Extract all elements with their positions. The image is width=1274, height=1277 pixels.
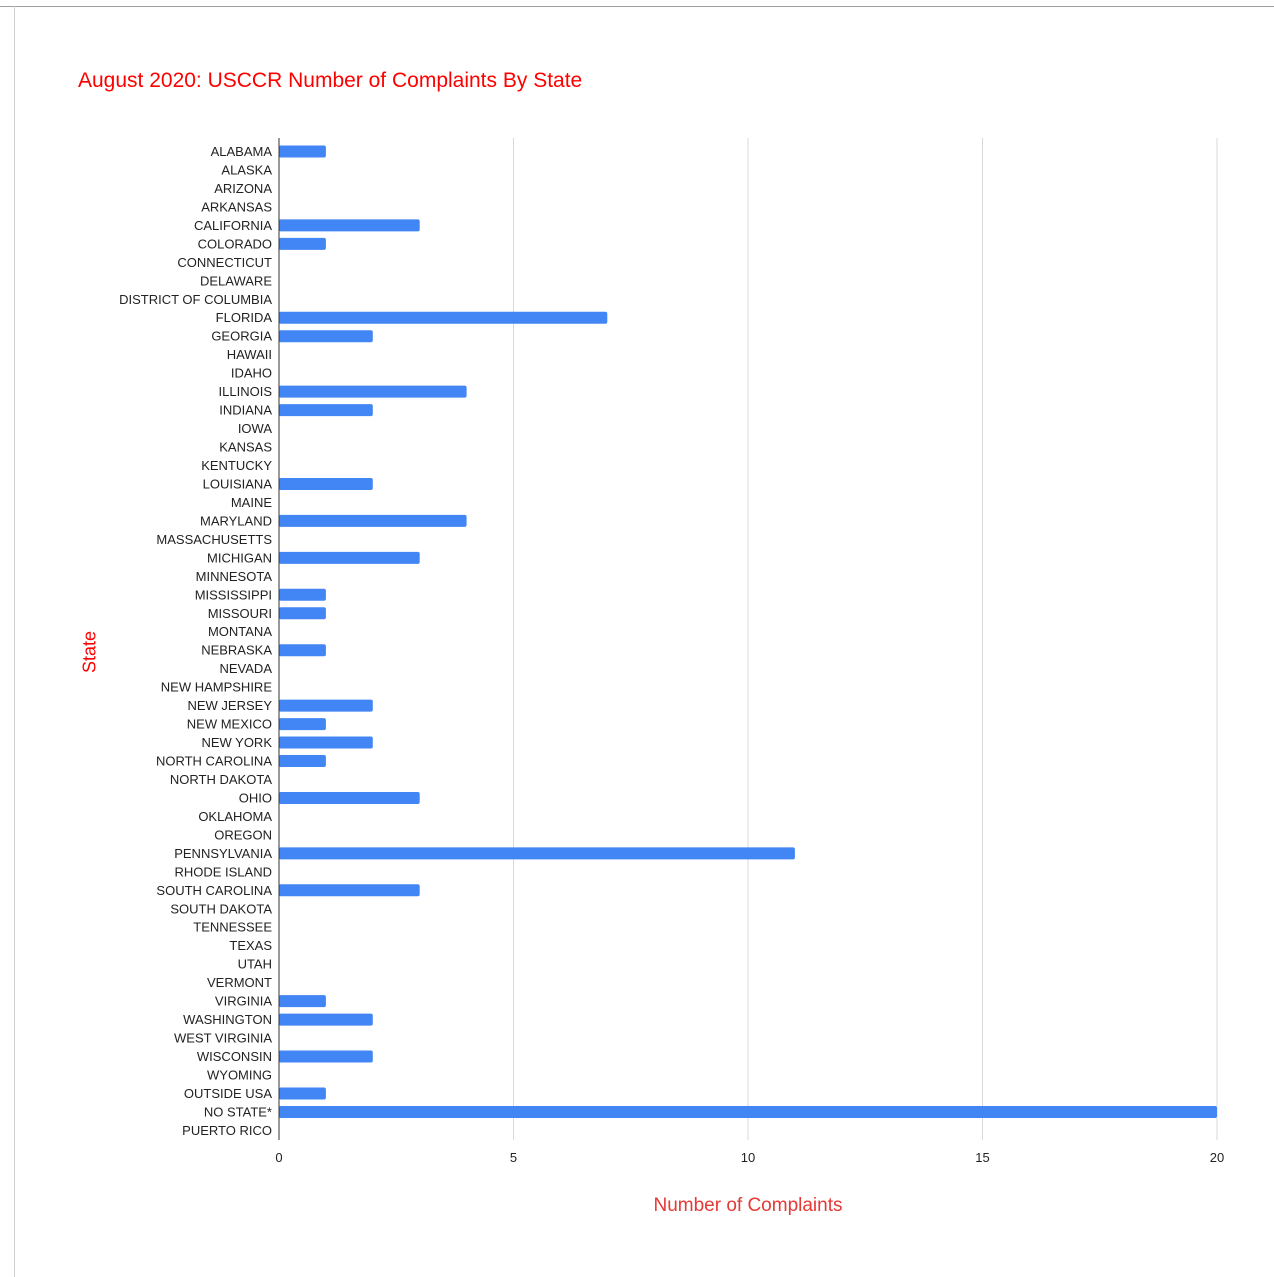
category-label: NEW HAMPSHIRE <box>161 680 273 695</box>
bar <box>279 385 467 398</box>
category-label: NO STATE* <box>204 1104 272 1119</box>
category-label: TEXAS <box>229 938 272 953</box>
bar <box>279 311 608 324</box>
x-tick-label: 20 <box>1210 1150 1224 1165</box>
category-label: INDIANA <box>219 403 272 418</box>
category-label: KANSAS <box>219 440 272 455</box>
bar <box>279 995 326 1008</box>
x-tick-label: 15 <box>975 1150 989 1165</box>
chart-title: August 2020: USCCR Number of Complaints … <box>78 69 583 92</box>
bar <box>279 884 420 897</box>
category-label: IOWA <box>238 421 273 436</box>
category-label: FLORIDA <box>216 310 273 325</box>
bar <box>279 145 326 158</box>
x-tick-labels: 0 5 10 15 20 <box>275 1150 1224 1165</box>
category-label: SOUTH CAROLINA <box>156 883 272 898</box>
category-label: IDAHO <box>231 366 272 381</box>
frame-left-border <box>14 6 15 1277</box>
bar <box>279 736 373 749</box>
category-label: PUERTO RICO <box>182 1123 272 1138</box>
bar <box>279 644 326 657</box>
category-label: ARIZONA <box>214 181 272 196</box>
bar <box>279 791 420 804</box>
category-label: NORTH CAROLINA <box>156 754 272 769</box>
category-label: KENTUCKY <box>201 458 272 473</box>
category-label: MISSISSIPPI <box>195 587 272 602</box>
bar <box>279 847 795 860</box>
category-label: WEST VIRGINIA <box>174 1031 272 1046</box>
bar <box>279 514 467 527</box>
bar <box>279 699 373 712</box>
category-label: SOUTH DAKOTA <box>170 901 272 916</box>
bar <box>279 551 420 564</box>
category-label: OKLAHOMA <box>198 809 272 824</box>
bar <box>279 1105 1217 1118</box>
category-label: CALIFORNIA <box>194 218 272 233</box>
x-tick-label: 0 <box>275 1150 282 1165</box>
category-label: NORTH DAKOTA <box>170 772 272 787</box>
bar <box>279 237 326 250</box>
category-label: HAWAII <box>227 347 272 362</box>
category-label: VIRGINIA <box>215 994 272 1009</box>
category-label: ALABAMA <box>211 144 273 159</box>
bar <box>279 1013 373 1026</box>
category-label: NEW MEXICO <box>187 717 272 732</box>
category-label: COLORADO <box>198 236 272 251</box>
category-label: NEW YORK <box>201 735 272 750</box>
category-labels: ALABAMA ALASKA ARIZONA ARKANSAS CALIFORNIA CO… <box>119 144 272 1138</box>
category-label: MAINE <box>231 495 273 510</box>
category-label: NEBRASKA <box>201 643 272 658</box>
x-tick-label: 10 <box>741 1150 755 1165</box>
category-label: MARYLAND <box>200 513 272 528</box>
category-label: MICHIGAN <box>207 550 272 565</box>
category-label: DELAWARE <box>200 273 272 288</box>
bar <box>279 607 326 620</box>
bar <box>279 1087 326 1100</box>
category-label: ALASKA <box>221 162 272 177</box>
bar <box>279 718 326 731</box>
category-label: MINNESOTA <box>196 569 273 584</box>
category-label: WASHINGTON <box>183 1012 272 1027</box>
category-label: WYOMING <box>207 1068 272 1083</box>
category-label: OHIO <box>239 790 272 805</box>
category-label: NEW JERSEY <box>187 698 272 713</box>
category-label: ARKANSAS <box>201 199 272 214</box>
bar <box>279 477 373 490</box>
category-label: OREGON <box>214 827 272 842</box>
category-label: CONNECTICUT <box>177 255 272 270</box>
category-label: ILLINOIS <box>219 384 273 399</box>
category-label: PENNSYLVANIA <box>174 846 272 861</box>
x-tick-label: 5 <box>510 1150 517 1165</box>
x-axis-title: Number of Complaints <box>653 1195 843 1216</box>
bar <box>279 219 420 232</box>
category-label: DISTRICT OF COLUMBIA <box>119 292 272 307</box>
bars <box>279 145 1217 1118</box>
category-label: LOUISIANA <box>203 476 273 491</box>
bar <box>279 1050 373 1063</box>
category-label: RHODE ISLAND <box>174 864 272 879</box>
category-label: VERMONT <box>207 975 272 990</box>
category-label: OUTSIDE USA <box>184 1086 272 1101</box>
frame-top-border <box>0 6 1274 7</box>
category-label: TENNESSEE <box>193 920 272 935</box>
bar <box>279 404 373 417</box>
category-label: UTAH <box>238 957 272 972</box>
bar <box>279 755 326 768</box>
gridlines <box>513 138 1218 1140</box>
category-label: MONTANA <box>208 624 272 639</box>
category-label: MASSACHUSETTS <box>156 532 272 547</box>
category-label: WISCONSIN <box>197 1049 272 1064</box>
bar <box>279 330 373 343</box>
bar <box>279 588 326 601</box>
category-label: GEORGIA <box>211 329 272 344</box>
category-label: MISSOURI <box>208 606 272 621</box>
category-label: NEVADA <box>220 661 273 676</box>
